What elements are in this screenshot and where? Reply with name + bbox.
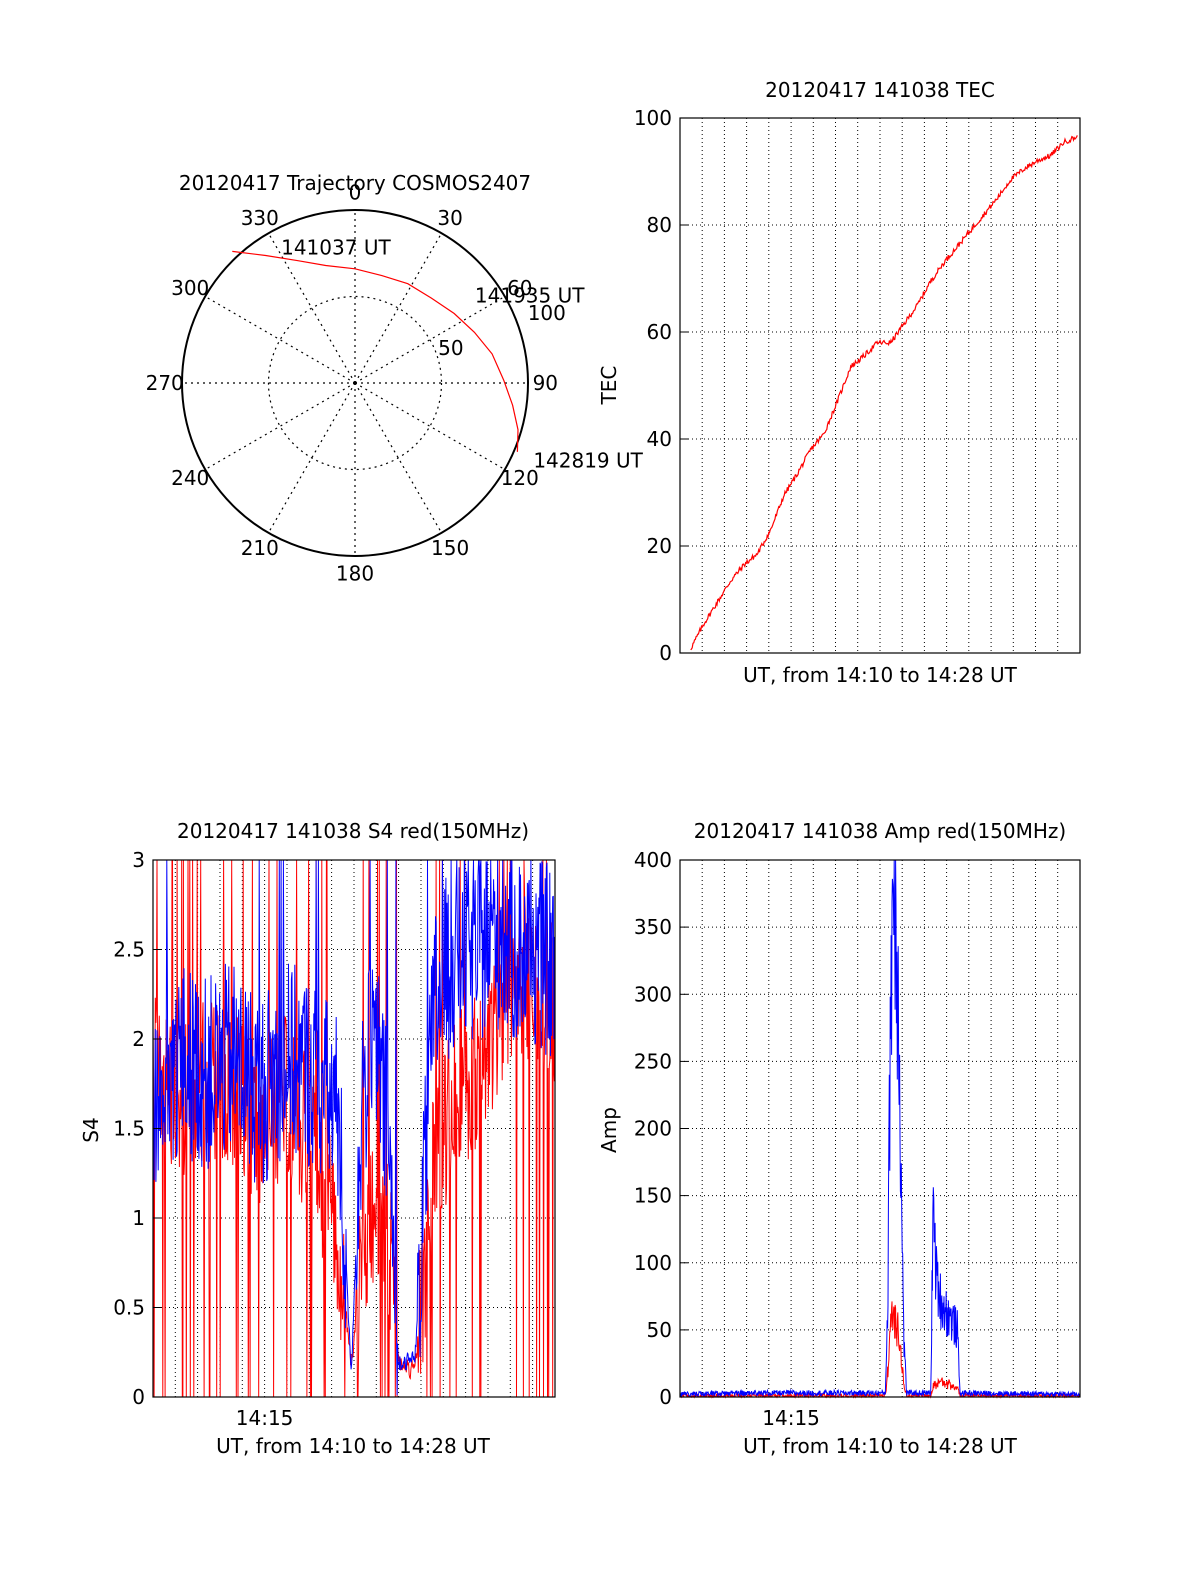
polar-azimuth-label: 180 (336, 561, 374, 585)
polar-spoke (354, 382, 506, 471)
amp-grid (680, 860, 1081, 1397)
polar-radial-label: 100 (528, 301, 566, 325)
polar-azimuth-label: 300 (171, 276, 209, 300)
y-tick-label: 100 (634, 1251, 672, 1275)
polar-azimuth-labels: 0 30 60 90 120 150 180 210 240 270 300 330 (146, 181, 558, 586)
trajectory-title: 20120417 Trajectory COSMOS2407 (179, 171, 531, 195)
y-tick-label: 2 (132, 1027, 145, 1051)
y-tick-label: 100 (634, 106, 672, 130)
y-tick-label: 400 (634, 848, 672, 872)
trajectory-curve (232, 250, 519, 452)
trajectory-annotations: 141037 UT 141935 UT 142819 UT (281, 235, 644, 472)
s4-y-tick-labels: 0 0.5 1 1.5 2 2.5 3 (113, 848, 161, 1409)
s4-series-lines (152, 859, 556, 1398)
polar-spoke (267, 382, 356, 534)
polar-grid (182, 210, 528, 556)
polar-azimuth-label: 270 (146, 371, 184, 395)
amp-x-axis-label: UT, from 14:10 to 14:28 UT (743, 1434, 1018, 1458)
amp-panel: 20120417 141038 Amp red(150MHz) 0 50 100 15… (597, 819, 1081, 1458)
tec-title: 20120417 141038 TEC (765, 78, 995, 102)
trajectory-annotation: 141935 UT (475, 284, 585, 308)
x-tick-label: 14:15 (236, 1406, 294, 1430)
polar-outer-ring (181, 209, 529, 557)
tec-panel: 20120417 141038 TEC 0 20 40 60 80 100 UT, fro… (597, 78, 1081, 687)
polar-ring (267, 295, 443, 471)
polar-radial-label: 50 (438, 336, 463, 360)
tec-y-tick-labels: 0 20 40 60 80 100 (634, 106, 688, 665)
polar-azimuth-label: 150 (431, 536, 469, 560)
y-tick-label: 60 (647, 320, 672, 344)
s4-x-tick-labels: 14:15 (236, 1406, 294, 1430)
y-tick-label: 2.5 (113, 938, 145, 962)
y-tick-label: 350 (634, 915, 672, 939)
y-tick-label: 0.5 (113, 1296, 145, 1320)
y-tick-label: 0 (132, 1385, 145, 1409)
amp-x-tick-labels: 14:15 (762, 1406, 820, 1430)
tec-y-axis-label: TEC (597, 366, 621, 406)
polar-azimuth-label: 120 (501, 466, 539, 490)
amp-title: 20120417 141038 Amp red(150MHz) (694, 819, 1066, 843)
amp-y-axis-label: Amp (597, 1107, 621, 1153)
y-tick-label: 250 (634, 1049, 672, 1073)
polar-azimuth-label: 0 (349, 181, 362, 205)
polar-azimuth-label: 210 (241, 536, 279, 560)
s4-series-blue (152, 859, 556, 1396)
s4-series-red (152, 859, 556, 1398)
trajectory-annotation: 142819 UT (533, 449, 643, 473)
polar-spoke (204, 295, 356, 384)
y-tick-label: 1.5 (113, 1117, 145, 1141)
polar-azimuth-label: 60 (507, 276, 532, 300)
trajectory-annotation: 141037 UT (281, 235, 391, 259)
y-tick-label: 20 (647, 534, 672, 558)
y-tick-label: 0 (659, 1385, 672, 1409)
polar-spoke (354, 295, 506, 384)
polar-azimuth-label: 90 (533, 371, 558, 395)
tec-plot-frame (679, 117, 1081, 654)
amp-y-tick-labels: 0 50 100 150 200 250 300 350 400 (634, 848, 688, 1409)
polar-azimuth-label: 330 (241, 206, 279, 230)
y-tick-label: 3 (132, 848, 145, 872)
y-tick-label: 200 (634, 1117, 672, 1141)
tec-grid (680, 118, 1081, 653)
trajectory-panel: 20120417 Trajectory COSMOS2407 0 30 60 90 12… (146, 171, 644, 585)
polar-radial-labels: 50 100 (438, 301, 566, 360)
polar-azimuth-label: 30 (437, 206, 462, 230)
polar-spoke (204, 382, 356, 471)
s4-panel: 20120417 141038 S4 red(150MHz) 0 0.5 1 1.5 2… (79, 819, 556, 1458)
amp-series-red (679, 1301, 1081, 1399)
s4-y-axis-label: S4 (79, 1117, 103, 1142)
y-tick-label: 1 (132, 1206, 145, 1230)
y-tick-label: 0 (659, 641, 672, 665)
amp-series-blue (679, 859, 1081, 1398)
y-tick-label: 300 (634, 982, 672, 1006)
s4-title: 20120417 141038 S4 red(150MHz) (177, 819, 529, 843)
polar-azimuth-label: 240 (171, 466, 209, 490)
y-tick-label: 80 (647, 213, 672, 237)
y-tick-label: 50 (647, 1318, 672, 1342)
polar-spoke (354, 382, 443, 534)
x-tick-label: 14:15 (762, 1406, 820, 1430)
tec-x-axis-label: UT, from 14:10 to 14:28 UT (743, 663, 1018, 687)
s4-x-axis-label: UT, from 14:10 to 14:28 UT (216, 1434, 491, 1458)
tec-series-line (690, 135, 1078, 651)
y-tick-label: 40 (647, 427, 672, 451)
y-tick-label: 150 (634, 1184, 672, 1208)
polar-spoke (354, 232, 443, 384)
